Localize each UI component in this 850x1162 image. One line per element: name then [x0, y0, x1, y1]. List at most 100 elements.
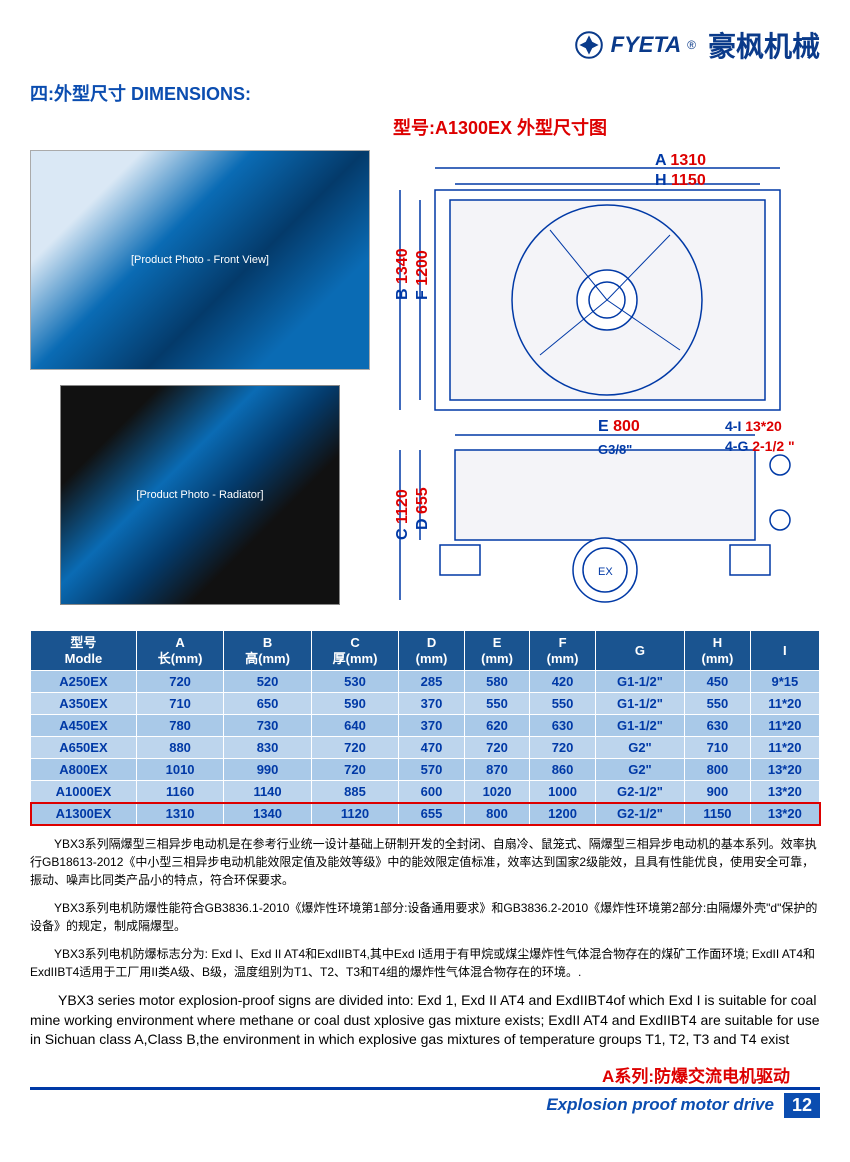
table-row: A250EX720520530285580420G1-1/2"4509*15 [31, 671, 820, 693]
table-cell: 640 [311, 715, 398, 737]
subtitle: 型号:A1300EX 外型尺寸图 [180, 114, 820, 140]
table-cell: 990 [224, 759, 311, 781]
footer-en: Explosion proof motor drive [546, 1095, 774, 1115]
table-cell: 1140 [224, 781, 311, 803]
table-cell: 1000 [530, 781, 596, 803]
table-cell: 800 [464, 803, 530, 825]
table-cell: 1150 [685, 803, 751, 825]
footer-cn: A系列:防爆交流电机驱动 [30, 1062, 790, 1087]
desc-en: YBX3 series motor explosion-proof signs … [30, 991, 820, 1050]
table-cell: G1-1/2" [595, 715, 684, 737]
table-cell: 11*20 [750, 715, 819, 737]
table-cell: A1300EX [31, 803, 137, 825]
table-cell: 530 [311, 671, 398, 693]
table-cell: 720 [311, 737, 398, 759]
table-cell: 1200 [530, 803, 596, 825]
logo: FYETA ® 豪枫机械 [573, 25, 820, 65]
table-cell: 370 [399, 693, 465, 715]
table-cell: 450 [685, 671, 751, 693]
desc-cn-2: YBX3系列电机防爆性能符合GB3836.1-2010《爆炸性环境第1部分:设备… [30, 899, 820, 935]
table-header: A长(mm) [136, 631, 223, 671]
table-cell: 570 [399, 759, 465, 781]
table-row: A1000EX1160114088560010201000G2-1/2"9001… [31, 781, 820, 803]
table-cell: 900 [685, 781, 751, 803]
table-cell: G1-1/2" [595, 671, 684, 693]
table-cell: 710 [136, 693, 223, 715]
table-cell: 730 [224, 715, 311, 737]
table-cell: A250EX [31, 671, 137, 693]
table-cell: 870 [464, 759, 530, 781]
table-cell: 650 [224, 693, 311, 715]
table-cell: 720 [136, 671, 223, 693]
table-cell: 420 [530, 671, 596, 693]
table-cell: 1010 [136, 759, 223, 781]
brand-cn: 豪枫机械 [708, 25, 820, 65]
table-row: A350EX710650590370550550G1-1/2"55011*20 [31, 693, 820, 715]
footer: A系列:防爆交流电机驱动 Explosion proof motor drive… [30, 1062, 820, 1118]
table-cell: 13*20 [750, 759, 819, 781]
svg-text:EX: EX [598, 566, 613, 578]
table-cell: G2" [595, 759, 684, 781]
diagrams-area: [Product Photo - Front View] [Product Ph… [30, 150, 820, 620]
table-cell: 880 [136, 737, 223, 759]
table-header: 型号Modle [31, 631, 137, 671]
table-cell: 470 [399, 737, 465, 759]
table-row: A800EX1010990720570870860G2"80013*20 [31, 759, 820, 781]
logo-icon [573, 29, 605, 61]
table-cell: 885 [311, 781, 398, 803]
table-cell: 630 [530, 715, 596, 737]
table-cell: 1310 [136, 803, 223, 825]
table-cell: 590 [311, 693, 398, 715]
page-number: 12 [784, 1093, 820, 1118]
table-cell: 600 [399, 781, 465, 803]
dimensions-table: 型号ModleA长(mm)B高(mm)C厚(mm)D(mm)E(mm)F(mm)… [30, 630, 820, 825]
table-cell: 11*20 [750, 693, 819, 715]
technical-drawing: A 1310 H 1150 B 1340 F 1200 E 800 4-I 13… [380, 150, 820, 620]
table-cell: 860 [530, 759, 596, 781]
table-cell: 550 [464, 693, 530, 715]
table-row: A450EX780730640370620630G1-1/2"63011*20 [31, 715, 820, 737]
table-header: F(mm) [530, 631, 596, 671]
desc-cn-1: YBX3系列隔爆型三相异步电动机是在参考行业统一设计基础上研制开发的全封闭、自扇… [30, 835, 820, 889]
table-cell: G1-1/2" [595, 693, 684, 715]
desc-cn-3: YBX3系列电机防爆标志分为: Exd I、Exd II AT4和ExdIIBT… [30, 945, 820, 981]
table-cell: 13*20 [750, 803, 819, 825]
table-header: H(mm) [685, 631, 751, 671]
table-cell: 550 [530, 693, 596, 715]
table-header: B高(mm) [224, 631, 311, 671]
table-cell: 370 [399, 715, 465, 737]
table-cell: 630 [685, 715, 751, 737]
table-cell: 720 [311, 759, 398, 781]
table-header: I [750, 631, 819, 671]
table-header: E(mm) [464, 631, 530, 671]
table-cell: 13*20 [750, 781, 819, 803]
table-cell: 520 [224, 671, 311, 693]
table-cell: 1120 [311, 803, 398, 825]
table-cell: 550 [685, 693, 751, 715]
header: FYETA ® 豪枫机械 [30, 25, 820, 65]
table-cell: G2-1/2" [595, 803, 684, 825]
table-cell: 620 [464, 715, 530, 737]
table-cell: 11*20 [750, 737, 819, 759]
brand-en: FYETA [611, 32, 681, 58]
table-cell: A1000EX [31, 781, 137, 803]
drawing-svg: EX [380, 150, 820, 620]
table-cell: 800 [685, 759, 751, 781]
table-cell: 830 [224, 737, 311, 759]
table-cell: 780 [136, 715, 223, 737]
product-photo-front: [Product Photo - Front View] [30, 150, 370, 370]
table-header: D(mm) [399, 631, 465, 671]
table-cell: 285 [399, 671, 465, 693]
table-cell: 720 [530, 737, 596, 759]
table-cell: 9*15 [750, 671, 819, 693]
table-cell: A800EX [31, 759, 137, 781]
table-cell: 580 [464, 671, 530, 693]
table-cell: A350EX [31, 693, 137, 715]
table-cell: G2-1/2" [595, 781, 684, 803]
table-cell: 1020 [464, 781, 530, 803]
table-row: A650EX880830720470720720G2"71011*20 [31, 737, 820, 759]
section-title: 四:外型尺寸 DIMENSIONS: [30, 80, 820, 106]
table-cell: 710 [685, 737, 751, 759]
reg-mark: ® [687, 38, 696, 52]
product-photo-side: [Product Photo - Radiator] [60, 385, 340, 605]
